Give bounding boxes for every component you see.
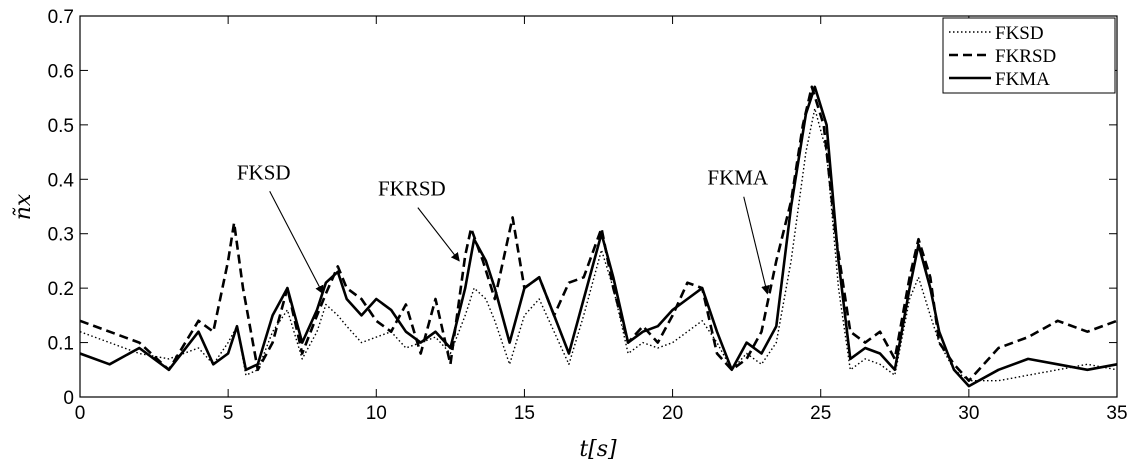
annotation-label-fksd: FKSD — [237, 160, 291, 184]
x-tick-label: 5 — [223, 403, 234, 424]
x-tick-label: 25 — [810, 403, 831, 424]
legend-label-fksd: FKSD — [995, 23, 1044, 44]
y-tick-label: 0.4 — [48, 170, 75, 191]
legend-label-fkrsd: FKRSD — [995, 46, 1056, 67]
y-tick-label: 0 — [63, 388, 74, 409]
x-tick-label: 0 — [75, 403, 86, 424]
y-axis-label: ñx — [11, 193, 36, 220]
y-tick-label: 0.3 — [48, 225, 74, 246]
y-tick-label: 0.5 — [48, 116, 74, 137]
x-tick-label: 15 — [514, 403, 535, 424]
annotation-label-fkma: FKMA — [707, 166, 769, 190]
x-tick-label: 35 — [1106, 403, 1127, 424]
annotation-label-fkrsd: FKRSD — [378, 177, 446, 201]
y-tick-label: 0.2 — [48, 279, 74, 300]
y-tick-label: 0.1 — [48, 334, 74, 355]
y-tick-label: 0.6 — [48, 61, 74, 82]
x-tick-label: 10 — [366, 403, 387, 424]
legend-label-fkma: FKMA — [995, 69, 1050, 90]
x-tick-label: 20 — [662, 403, 683, 424]
x-axis-label: t[s] — [579, 437, 617, 462]
x-tick-label: 30 — [958, 403, 979, 424]
y-tick-label: 0.7 — [48, 7, 74, 28]
